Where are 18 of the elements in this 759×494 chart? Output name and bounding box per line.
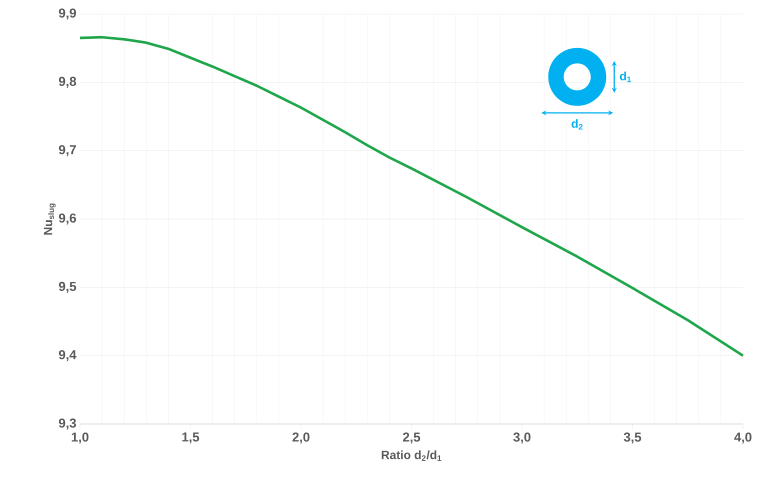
x-tick-label: 2,5	[402, 432, 420, 444]
y-tick-label: 9,3	[58, 418, 76, 430]
y-tick-label: 9,8	[58, 76, 76, 88]
y-tick-label: 9,6	[58, 213, 76, 225]
x-tick-label: 4,0	[734, 432, 752, 444]
y-tick-label: 9,7	[58, 145, 76, 156]
annotation: d$_{1}$	[620, 72, 631, 82]
x-tick-label: 3,5	[624, 432, 642, 444]
y-tick-label: 9,4	[58, 350, 76, 362]
x-axis-title: Ratio d$_{2}$/d$_{1}$	[382, 450, 442, 461]
y-axis-title: Nu$_{slug}$	[44, 204, 56, 235]
x-tick-label: 3,0	[513, 432, 530, 444]
x-tick-label: 1,5	[182, 432, 200, 444]
x-tick-label: 2,0	[292, 432, 310, 444]
y-tick-label: 9,9	[58, 8, 76, 20]
annotation: d$_{2}$	[572, 119, 583, 130]
x-tick-label: 1,0	[72, 432, 88, 444]
y-tick-label: 9,5	[58, 282, 76, 293]
